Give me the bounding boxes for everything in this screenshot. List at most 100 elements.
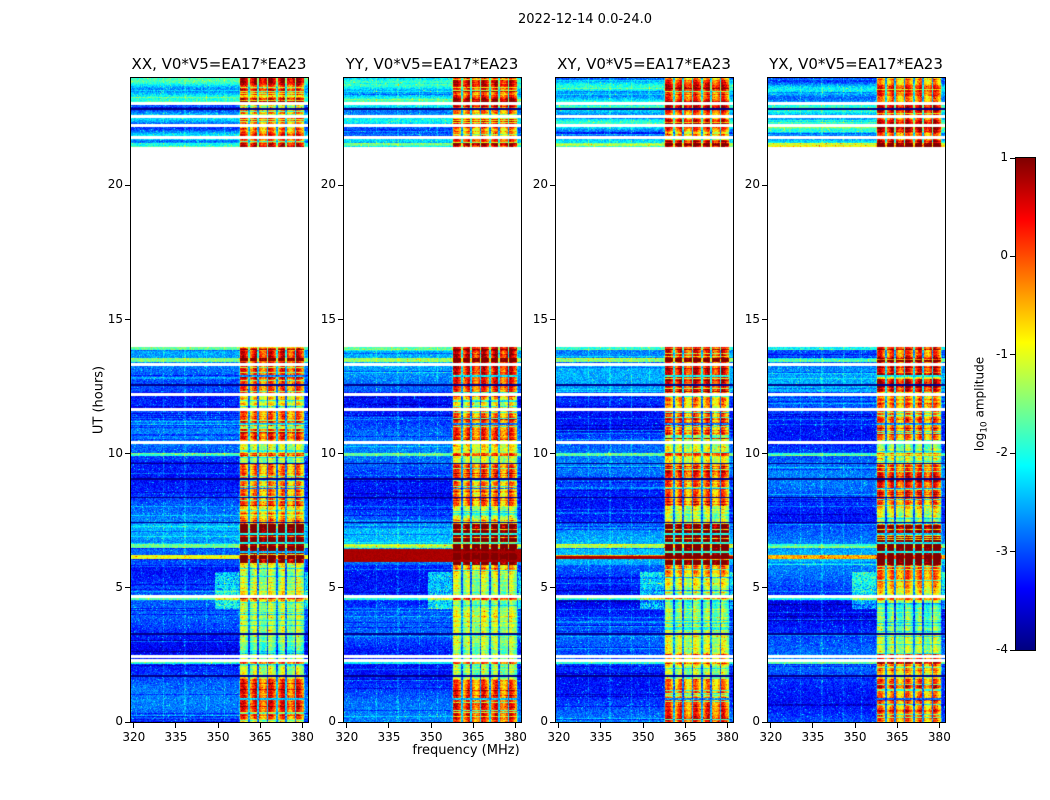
spectrogram-panel-xy	[555, 77, 734, 723]
y-tick-mark	[762, 587, 767, 589]
x-tick-mark	[472, 723, 474, 728]
y-tick-mark	[125, 721, 130, 723]
colorbar-tick-mark	[1010, 255, 1015, 257]
x-tick-mark	[600, 723, 602, 728]
y-tick-mark	[125, 184, 130, 186]
x-tick-label: 365	[461, 730, 485, 744]
x-tick-label: 350	[419, 730, 443, 744]
x-tick-mark	[346, 723, 348, 728]
y-tick-label: 15	[107, 311, 123, 326]
y-axis-label: UT (hours)	[91, 365, 107, 435]
x-tick-label: 350	[206, 730, 230, 744]
x-tick-label: 320	[759, 730, 783, 744]
panel-title-yx: YX, V0*V5=EA17*EA23	[769, 55, 943, 73]
x-tick-mark	[175, 723, 177, 728]
x-tick-mark	[896, 723, 898, 728]
y-tick-mark	[550, 721, 555, 723]
y-tick-mark	[550, 184, 555, 186]
x-tick-mark	[558, 723, 560, 728]
x-tick-mark	[514, 723, 516, 728]
figure-title: 2022-12-14 0.0-24.0	[518, 12, 652, 27]
x-tick-mark	[388, 723, 390, 728]
x-tick-mark	[259, 723, 261, 728]
colorbar-label-sub: 10	[979, 421, 990, 433]
x-tick-mark	[854, 723, 856, 728]
y-tick-mark	[338, 184, 343, 186]
x-tick-label: 320	[122, 730, 146, 744]
y-tick-mark	[550, 453, 555, 455]
colorbar-tick-label: 1	[1000, 150, 1008, 164]
x-tick-mark	[133, 723, 135, 728]
spectrogram-panel-yx	[767, 77, 946, 723]
x-tick-mark	[217, 723, 219, 728]
y-tick-label: 0	[115, 714, 123, 728]
y-tick-mark	[338, 721, 343, 723]
colorbar	[1015, 157, 1036, 651]
y-tick-label: 10	[107, 445, 123, 460]
panel-title-xx: XX, V0*V5=EA17*EA23	[131, 55, 307, 73]
x-tick-label: 380	[503, 730, 527, 744]
colorbar-label-suffix: amplitude	[972, 356, 987, 422]
x-tick-mark	[938, 723, 940, 728]
y-tick-label: 5	[752, 579, 760, 594]
x-tick-mark	[812, 723, 814, 728]
panel-title-xy: XY, V0*V5=EA17*EA23	[557, 55, 731, 73]
colorbar-label-prefix: log	[972, 432, 987, 452]
x-tick-mark	[684, 723, 686, 728]
panel-title-yy: YY, V0*V5=EA17*EA23	[345, 55, 519, 73]
y-tick-label: 5	[328, 579, 336, 594]
y-tick-mark	[550, 319, 555, 320]
y-tick-label: 0	[540, 714, 548, 728]
spectrogram-panel-xx	[130, 77, 309, 723]
x-tick-label: 380	[715, 730, 739, 744]
spectrogram-panel-yy	[343, 77, 522, 723]
x-tick-mark	[642, 723, 644, 728]
y-tick-mark	[338, 587, 343, 589]
x-tick-mark	[430, 723, 432, 728]
x-tick-mark	[726, 723, 728, 728]
colorbar-tick-mark	[1010, 452, 1015, 454]
y-tick-label: 20	[107, 177, 123, 192]
y-tick-label: 0	[752, 714, 760, 728]
y-tick-label: 5	[115, 579, 123, 594]
x-tick-label: 380	[927, 730, 951, 744]
colorbar-tick-label: -1	[996, 346, 1008, 361]
colorbar-label: log10 amplitude	[972, 357, 989, 451]
x-tick-label: 335	[377, 730, 401, 744]
y-tick-mark	[762, 721, 767, 723]
y-tick-label: 20	[320, 177, 336, 192]
y-tick-mark	[125, 453, 130, 455]
y-tick-label: 15	[532, 311, 548, 326]
x-tick-mark	[770, 723, 772, 728]
y-tick-mark	[125, 319, 130, 320]
y-tick-label: 15	[744, 311, 760, 326]
x-tick-label: 335	[164, 730, 188, 744]
x-tick-label: 350	[843, 730, 867, 744]
y-tick-mark	[762, 184, 767, 186]
x-tick-label: 365	[885, 730, 909, 744]
y-tick-mark	[762, 319, 767, 320]
y-tick-label: 15	[320, 311, 336, 326]
y-tick-mark	[338, 453, 343, 455]
y-tick-label: 10	[532, 445, 548, 460]
colorbar-tick-mark	[1010, 649, 1015, 651]
colorbar-tick-mark	[1010, 157, 1015, 159]
y-tick-label: 5	[540, 579, 548, 594]
x-tick-label: 320	[335, 730, 359, 744]
y-tick-label: 20	[532, 177, 548, 192]
x-tick-label: 335	[589, 730, 613, 744]
x-tick-label: 320	[547, 730, 571, 744]
y-tick-mark	[550, 587, 555, 589]
colorbar-tick-mark	[1010, 354, 1015, 356]
x-tick-mark	[301, 723, 303, 728]
y-tick-mark	[125, 587, 130, 589]
x-tick-label: 365	[248, 730, 272, 744]
y-tick-mark	[338, 319, 343, 320]
colorbar-tick-label: -4	[996, 642, 1008, 656]
y-tick-label: 10	[744, 445, 760, 460]
y-tick-label: 0	[328, 714, 336, 728]
colorbar-tick-label: -3	[996, 543, 1008, 558]
x-tick-label: 335	[801, 730, 825, 744]
colorbar-tick-label: 0	[1000, 248, 1008, 263]
